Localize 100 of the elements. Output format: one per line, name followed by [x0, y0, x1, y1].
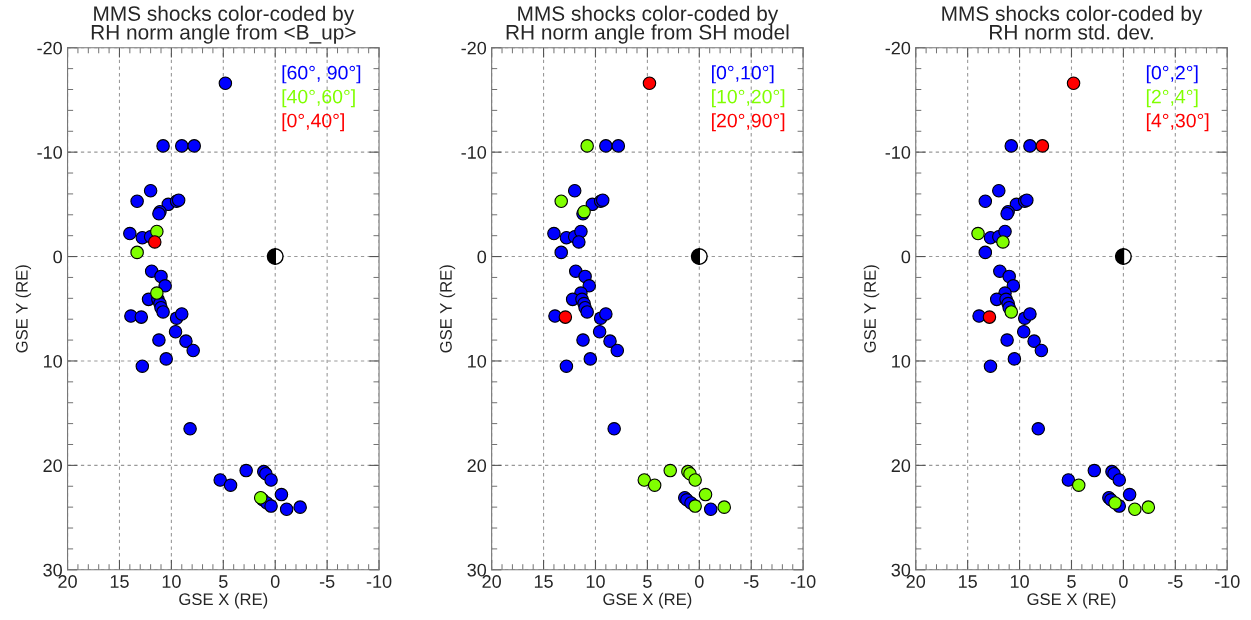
point	[264, 473, 278, 487]
point	[592, 324, 607, 339]
y-tick-label: -20	[461, 41, 487, 55]
y-tick-label: 20	[891, 459, 911, 473]
x-tick-label: -5	[319, 575, 335, 588]
point	[264, 499, 278, 513]
point	[572, 235, 586, 249]
point	[186, 343, 200, 358]
x-tick-label: -10	[366, 575, 392, 588]
text: [20°,90°]	[712, 113, 785, 132]
point	[1087, 463, 1102, 478]
point	[223, 478, 238, 492]
point	[130, 245, 144, 260]
point	[698, 487, 713, 502]
x-tick-label: -5	[1168, 575, 1183, 588]
point	[554, 194, 568, 208]
point	[1122, 487, 1137, 502]
text: [2°,4°]	[1146, 89, 1198, 108]
x-tick-label: 0	[694, 575, 704, 588]
point	[1112, 473, 1127, 487]
point	[152, 333, 166, 347]
point	[559, 359, 574, 373]
point	[717, 500, 731, 514]
point	[1016, 324, 1031, 339]
y-tick-label: 10	[468, 354, 487, 368]
y-axis-title: GSE Y (RE)	[439, 265, 456, 353]
point	[583, 352, 598, 366]
point	[637, 473, 652, 487]
y-tick-label: 0	[901, 250, 911, 264]
point	[1007, 352, 1022, 366]
x-tick-label: 20	[482, 575, 501, 588]
point	[610, 343, 625, 358]
point	[558, 310, 573, 324]
point	[978, 194, 993, 208]
point	[239, 463, 253, 478]
point	[603, 334, 617, 348]
point	[1004, 139, 1019, 153]
point	[158, 279, 172, 293]
text: [0°,40°]	[282, 113, 344, 132]
point	[1027, 334, 1041, 348]
point	[156, 139, 170, 153]
point	[1031, 422, 1046, 436]
point	[1061, 473, 1076, 487]
point	[642, 76, 657, 91]
point	[293, 500, 307, 514]
point	[279, 502, 294, 516]
x-tick-label: 5	[219, 575, 228, 588]
x-tick-label: 10	[586, 575, 605, 588]
text: [0°,10°]	[712, 65, 774, 84]
x-tick-label: 10	[162, 575, 181, 588]
point	[183, 422, 197, 436]
point	[978, 245, 993, 260]
x-tick-label: 0	[1119, 575, 1128, 588]
point	[123, 226, 137, 241]
x-axis-title: GSE X (RE)	[603, 592, 692, 609]
x-tick-label: -10	[790, 575, 816, 588]
point	[175, 139, 189, 153]
point	[1023, 307, 1037, 321]
x-tick-label: 20	[906, 575, 926, 588]
y-tick-label: 20	[467, 459, 487, 473]
point	[1071, 478, 1086, 492]
y-tick-label: 10	[43, 354, 62, 368]
x-tick-label: 20	[58, 575, 77, 588]
point	[150, 286, 164, 300]
point	[168, 324, 183, 339]
point	[1034, 343, 1049, 358]
point	[130, 194, 144, 208]
y-tick-label: 10	[892, 354, 911, 368]
y-axis-title: GSE Y (RE)	[863, 265, 880, 353]
x-tick-label: 5	[643, 575, 652, 588]
point	[611, 139, 626, 153]
point	[580, 139, 594, 153]
point	[148, 235, 162, 249]
y-tick-label: 30	[467, 563, 487, 577]
y-tick-label: 0	[477, 250, 487, 264]
x-axis-title: GSE X (RE)	[1027, 592, 1116, 609]
y-tick-label: -20	[37, 41, 62, 55]
point	[982, 310, 997, 324]
point	[179, 334, 193, 348]
text: [0°,2°]	[1146, 65, 1198, 84]
point	[703, 502, 718, 516]
point	[134, 310, 149, 324]
y-tick-label: -10	[885, 146, 911, 159]
point	[576, 333, 590, 347]
y-tick-label: -20	[885, 41, 911, 55]
point	[607, 422, 621, 436]
point	[213, 473, 227, 487]
point	[582, 279, 597, 293]
chart-title: MMS shocks color-coded by RH norm std. dev.	[942, 5, 1203, 40]
x-tick-label: 15	[534, 575, 553, 588]
point	[1004, 305, 1019, 319]
x-axis-title: GSE X (RE)	[179, 592, 268, 609]
x-tick-label: 5	[1067, 575, 1076, 588]
text: [4°,30°]	[1146, 113, 1209, 132]
chart-title: MMS shocks color-coded by RH norm angle from <B_up>	[91, 5, 356, 44]
point	[187, 139, 201, 153]
point	[1000, 333, 1014, 347]
point	[124, 309, 138, 323]
point	[1006, 279, 1021, 293]
x-tick-label: 15	[110, 575, 129, 588]
